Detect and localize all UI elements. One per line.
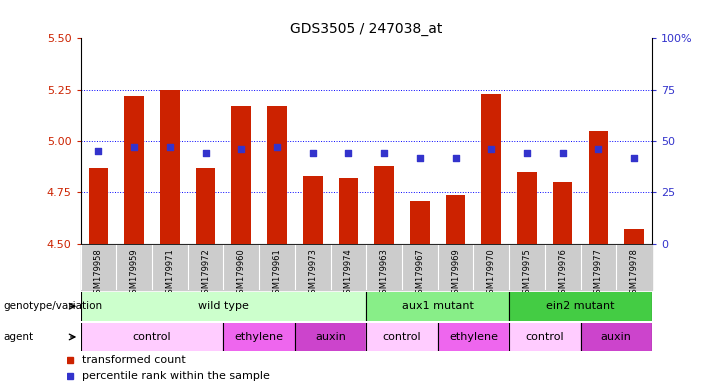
Bar <box>81 323 224 351</box>
Point <box>557 151 569 157</box>
Point <box>629 154 640 161</box>
Bar <box>339 178 358 244</box>
Text: GSM179973: GSM179973 <box>308 248 318 299</box>
Text: genotype/variation: genotype/variation <box>4 301 102 311</box>
Bar <box>367 292 509 321</box>
Bar <box>482 94 501 244</box>
Text: GSM179978: GSM179978 <box>629 248 639 299</box>
Text: GSM179961: GSM179961 <box>273 248 282 299</box>
Text: ethylene: ethylene <box>449 332 498 342</box>
Text: transformed count: transformed count <box>82 356 186 366</box>
Point <box>307 151 318 157</box>
Bar <box>410 201 430 244</box>
Bar <box>589 131 608 244</box>
Point <box>343 151 354 157</box>
Point <box>271 144 283 151</box>
Bar <box>88 168 108 244</box>
Text: control: control <box>132 332 171 342</box>
Bar <box>303 176 322 244</box>
Point <box>164 144 175 151</box>
Text: GSM179972: GSM179972 <box>201 248 210 299</box>
Bar <box>509 323 580 351</box>
Bar <box>196 168 215 244</box>
Point <box>379 151 390 157</box>
Text: GSM179958: GSM179958 <box>94 248 103 299</box>
Bar <box>625 230 644 244</box>
Point <box>486 146 497 152</box>
Text: GSM179967: GSM179967 <box>415 248 424 299</box>
Text: ethylene: ethylene <box>235 332 284 342</box>
Text: wild type: wild type <box>198 301 249 311</box>
Text: auxin: auxin <box>601 332 632 342</box>
Point <box>200 151 211 157</box>
Point <box>236 146 247 152</box>
Text: control: control <box>383 332 421 342</box>
Text: agent: agent <box>4 332 34 342</box>
Text: GSM179960: GSM179960 <box>237 248 246 299</box>
Bar <box>160 90 179 244</box>
Text: aux1 mutant: aux1 mutant <box>402 301 474 311</box>
Text: GSM179977: GSM179977 <box>594 248 603 299</box>
Title: GDS3505 / 247038_at: GDS3505 / 247038_at <box>290 22 442 36</box>
Text: control: control <box>526 332 564 342</box>
Point <box>593 146 604 152</box>
Text: GSM179970: GSM179970 <box>486 248 496 299</box>
Text: GSM179974: GSM179974 <box>344 248 353 299</box>
Point <box>450 154 461 161</box>
Text: GSM179971: GSM179971 <box>165 248 175 299</box>
Bar <box>446 195 465 244</box>
Text: auxin: auxin <box>315 332 346 342</box>
Text: GSM179959: GSM179959 <box>130 248 139 299</box>
Bar <box>437 323 509 351</box>
Point <box>522 151 533 157</box>
Bar <box>124 96 144 244</box>
Bar <box>267 106 287 244</box>
Bar <box>224 323 295 351</box>
Point <box>93 148 104 154</box>
Point <box>128 144 139 151</box>
Bar <box>509 292 652 321</box>
Bar <box>374 166 394 244</box>
Bar <box>517 172 537 244</box>
Text: GSM179963: GSM179963 <box>380 248 388 299</box>
Bar <box>367 323 437 351</box>
Bar <box>580 323 652 351</box>
Text: GSM179975: GSM179975 <box>522 248 531 299</box>
Text: percentile rank within the sample: percentile rank within the sample <box>82 371 270 381</box>
Bar <box>295 323 367 351</box>
Bar <box>553 182 573 244</box>
Bar <box>231 106 251 244</box>
Text: ein2 mutant: ein2 mutant <box>546 301 615 311</box>
Text: GSM179969: GSM179969 <box>451 248 460 299</box>
Text: GSM179976: GSM179976 <box>558 248 567 299</box>
Bar <box>81 292 367 321</box>
Point <box>414 154 426 161</box>
